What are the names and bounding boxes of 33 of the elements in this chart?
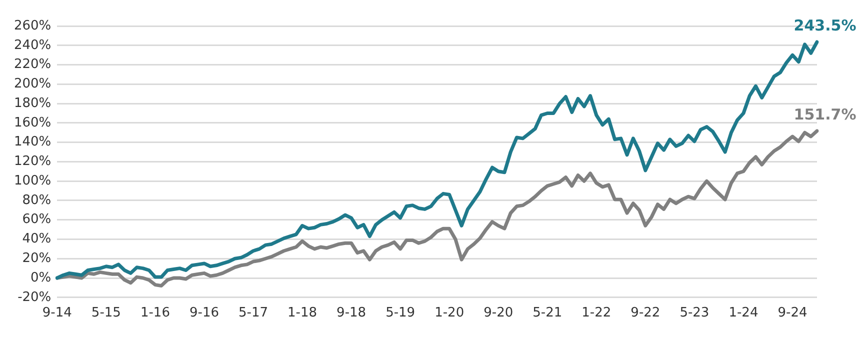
y-tick-label: 220%: [14, 57, 52, 72]
y-tick-label: 120%: [14, 154, 52, 170]
x-tick-label: 1-22: [582, 306, 612, 321]
y-tick-label: 200%: [14, 76, 52, 92]
x-tick-label: 1-16: [140, 306, 170, 321]
x-tick-label: 5-17: [238, 306, 268, 321]
y-tick-label: 60%: [22, 212, 52, 228]
x-tick-label: 5-21: [532, 306, 562, 321]
x-tick-label: 9-16: [189, 306, 219, 321]
annotation: 151.7%: [794, 105, 856, 124]
y-tick-label: 40%: [22, 232, 52, 247]
x-tick-label: 9-20: [484, 306, 514, 321]
y-tick-label: 0%: [30, 270, 52, 286]
x-tick-label: 9-24: [778, 306, 808, 321]
x-tick-label: 5-23: [680, 306, 710, 321]
x-tick-label: 9-14: [42, 306, 72, 321]
y-tick-label: -20%: [18, 290, 52, 305]
x-tick-label: 9-22: [630, 306, 660, 321]
x-tick-label: 1-24: [728, 306, 758, 321]
y-tick-label: 180%: [14, 96, 52, 111]
y-tick-label: 160%: [14, 115, 52, 130]
x-tick-label: 9-18: [336, 306, 366, 321]
annotation: 243.5%: [794, 16, 856, 34]
y-tick-label: 100%: [14, 173, 52, 188]
y-tick-label: 260%: [14, 18, 52, 34]
x-tick-label: 1-20: [434, 306, 464, 321]
x-tick-label: 1-18: [288, 306, 318, 321]
y-tick-label: 20%: [22, 251, 52, 266]
y-tick-label: 240%: [14, 38, 52, 53]
y-tick-label: 80%: [22, 192, 52, 208]
x-tick-label: 5-15: [91, 306, 121, 321]
y-tick-label: 140%: [14, 134, 52, 150]
x-tick-label: 5-19: [386, 306, 416, 321]
